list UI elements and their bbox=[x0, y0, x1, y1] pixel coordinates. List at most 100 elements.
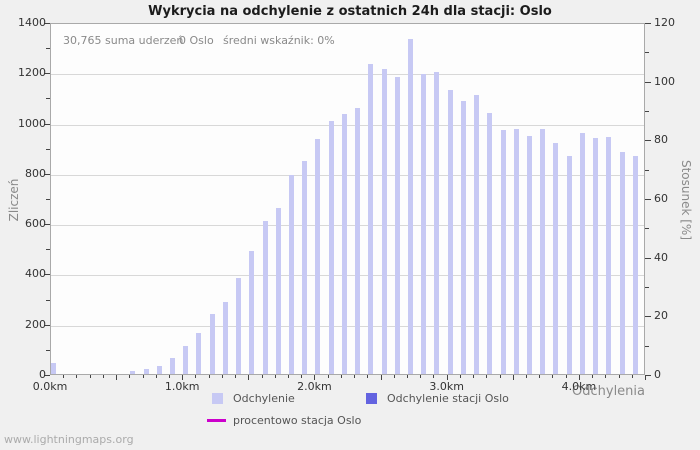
x-tick-label-4.0km: 4.0km bbox=[561, 380, 597, 393]
deviation-bar-4.3km bbox=[619, 151, 625, 374]
deviation-bar-2.7km bbox=[408, 38, 413, 374]
deviation-bar-3.5km bbox=[513, 129, 519, 374]
x-tick-2.0 bbox=[314, 375, 316, 380]
x-tick-1.4 bbox=[235, 375, 237, 378]
x-tick-4.2 bbox=[605, 375, 607, 378]
y-tick-label-1000: 1000 bbox=[18, 116, 46, 130]
deviation-bar-2.9km bbox=[434, 71, 440, 374]
y-tick-left-1000 bbox=[44, 123, 50, 125]
y-axis-title-left: Zliczeń bbox=[7, 178, 21, 222]
deviation-bar-2.4km bbox=[368, 64, 374, 374]
y2-tick-label-0: 0 bbox=[654, 368, 661, 381]
plot-area: 30,765 suma uderzeń 0 Oslo średni wskaźn… bbox=[50, 23, 645, 375]
deviation-bar-0.8km bbox=[156, 365, 162, 374]
legend-label-odchylenie-stacji: Odchylenie stacji Oslo bbox=[387, 392, 509, 405]
deviation-bar-1.3km bbox=[222, 302, 228, 374]
x-tick-1.1 bbox=[195, 375, 197, 378]
y2-tick-label-40: 40 bbox=[654, 250, 668, 264]
x-tick-0.9 bbox=[169, 375, 170, 378]
deviation-bar-2.0km bbox=[315, 138, 321, 374]
y-tick-right-70 bbox=[645, 169, 649, 171]
gridline-y-200 bbox=[51, 325, 644, 327]
x-tick-1.7 bbox=[274, 375, 276, 378]
deviation-bar-0.7km bbox=[143, 369, 149, 374]
y2-tick-label-60: 60 bbox=[654, 192, 668, 205]
deviation-bar-3.4km bbox=[500, 129, 506, 374]
deviation-bar-1.7km bbox=[275, 208, 281, 374]
deviation-bar-2.1km bbox=[328, 121, 334, 374]
x-tick-4.0 bbox=[578, 375, 580, 380]
deviation-bar-1.8km bbox=[289, 175, 294, 374]
deviation-bar-1.2km bbox=[209, 313, 215, 374]
legend-swatch-odchylenie bbox=[212, 393, 223, 404]
gridline-y-1000 bbox=[51, 124, 644, 126]
deviation-bar-1.9km bbox=[302, 161, 308, 374]
deviation-bar-0.0km bbox=[51, 363, 56, 374]
deviation-bar-1.4km bbox=[236, 277, 242, 374]
x-tick-3.2 bbox=[473, 375, 475, 378]
x-tick-2.8 bbox=[420, 375, 422, 378]
deviation-bar-0.9km bbox=[170, 358, 175, 374]
deviation-bar-3.9km bbox=[566, 156, 572, 374]
deviation-bar-3.8km bbox=[553, 143, 559, 374]
gridline-y-400 bbox=[51, 275, 644, 277]
x-tick-4.1 bbox=[592, 375, 594, 378]
y-tick-left-300 bbox=[46, 299, 50, 301]
y-tick-left-1200 bbox=[44, 73, 50, 75]
y2-tick-label-20: 20 bbox=[654, 309, 668, 323]
y-tick-right-20 bbox=[645, 316, 651, 318]
y-tick-right-0 bbox=[645, 375, 651, 376]
x-tick-3.6 bbox=[526, 375, 527, 378]
y-tick-right-30 bbox=[645, 287, 649, 288]
x-tick-0.8 bbox=[155, 375, 157, 378]
x-tick-2.1 bbox=[327, 375, 329, 378]
y-tick-right-90 bbox=[645, 111, 649, 112]
y-tick-left-1100 bbox=[46, 98, 50, 100]
x-tick-label-1.0km: 1.0km bbox=[164, 380, 200, 393]
y-tick-label-400: 400 bbox=[25, 267, 46, 281]
y-tick-label-200: 200 bbox=[25, 317, 46, 331]
x-tick-3.9 bbox=[565, 375, 567, 378]
x-tick-2.2 bbox=[340, 375, 342, 378]
deviation-bar-1.6km bbox=[262, 221, 268, 374]
x-tick-1.2 bbox=[208, 375, 210, 378]
x-tick-0.4 bbox=[102, 375, 104, 378]
deviation-bar-3.1km bbox=[460, 101, 466, 374]
x-tick-0.7 bbox=[142, 375, 144, 378]
x-tick-label-0.0km: 0.0km bbox=[32, 380, 68, 393]
legend-label-procentowo: procentowo stacja Oslo bbox=[233, 414, 362, 427]
x-tick-1.9 bbox=[301, 375, 303, 378]
x-tick-4.3 bbox=[618, 375, 620, 378]
y-tick-right-110 bbox=[645, 52, 649, 54]
x-axis-title: Odchylenia bbox=[572, 384, 645, 399]
y-tick-left-400 bbox=[44, 274, 50, 276]
x-tick-1.8 bbox=[288, 375, 289, 378]
y-tick-left-800 bbox=[44, 173, 50, 175]
deviation-bar-1.0km bbox=[183, 346, 189, 374]
gridline-y-800 bbox=[51, 174, 644, 176]
y-tick-right-10 bbox=[645, 345, 649, 347]
y-tick-left-600 bbox=[44, 224, 50, 226]
deviation-bar-2.5km bbox=[381, 69, 387, 374]
x-tick-0.1 bbox=[63, 375, 65, 378]
gridline-y-600 bbox=[51, 225, 644, 227]
x-tick-3.4 bbox=[499, 375, 501, 378]
x-tick-0.6 bbox=[129, 375, 131, 378]
deviation-bar-4.2km bbox=[606, 137, 612, 374]
x-tick-4.4 bbox=[631, 375, 633, 378]
deviation-bar-4.0km bbox=[579, 132, 585, 374]
y-tick-right-50 bbox=[645, 228, 649, 230]
x-tick-4.5 bbox=[645, 375, 646, 380]
y-tick-label-800: 800 bbox=[25, 166, 46, 180]
deviation-bar-2.3km bbox=[355, 108, 361, 374]
deviation-bar-2.2km bbox=[341, 113, 347, 374]
x-tick-2.9 bbox=[433, 375, 435, 378]
x-tick-3.8 bbox=[552, 375, 554, 378]
x-tick-2.7 bbox=[407, 375, 408, 378]
deviation-bar-2.8km bbox=[421, 73, 427, 374]
deviation-bar-4.1km bbox=[593, 137, 599, 374]
x-tick-label-3.0km: 3.0km bbox=[429, 380, 464, 393]
y-tick-left-200 bbox=[44, 324, 50, 326]
deviation-bar-3.2km bbox=[474, 95, 480, 374]
